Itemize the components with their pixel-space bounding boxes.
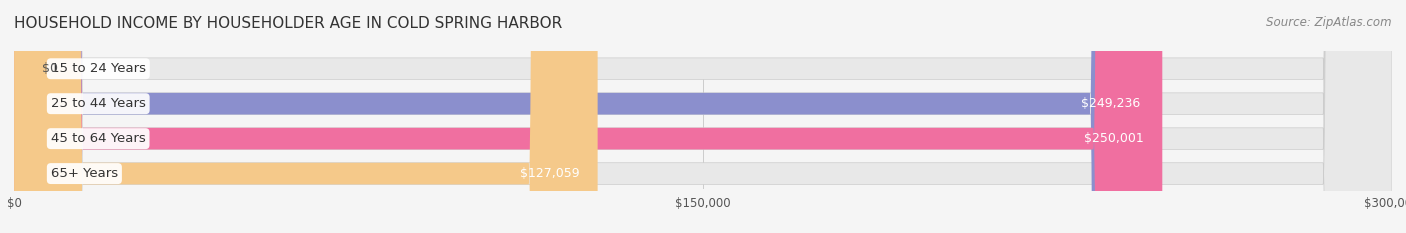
Text: 45 to 64 Years: 45 to 64 Years — [51, 132, 146, 145]
Text: 65+ Years: 65+ Years — [51, 167, 118, 180]
FancyBboxPatch shape — [14, 0, 1159, 233]
FancyBboxPatch shape — [14, 0, 1163, 233]
FancyBboxPatch shape — [14, 0, 1392, 233]
FancyBboxPatch shape — [14, 0, 1392, 233]
Text: Source: ZipAtlas.com: Source: ZipAtlas.com — [1267, 16, 1392, 29]
Text: $127,059: $127,059 — [520, 167, 579, 180]
FancyBboxPatch shape — [14, 0, 598, 233]
FancyBboxPatch shape — [14, 0, 1392, 233]
Text: 25 to 44 Years: 25 to 44 Years — [51, 97, 146, 110]
Text: 15 to 24 Years: 15 to 24 Years — [51, 62, 146, 75]
FancyBboxPatch shape — [14, 0, 1392, 233]
Text: $250,001: $250,001 — [1084, 132, 1144, 145]
Text: $0: $0 — [42, 62, 58, 75]
Text: $249,236: $249,236 — [1081, 97, 1140, 110]
Text: HOUSEHOLD INCOME BY HOUSEHOLDER AGE IN COLD SPRING HARBOR: HOUSEHOLD INCOME BY HOUSEHOLDER AGE IN C… — [14, 16, 562, 31]
